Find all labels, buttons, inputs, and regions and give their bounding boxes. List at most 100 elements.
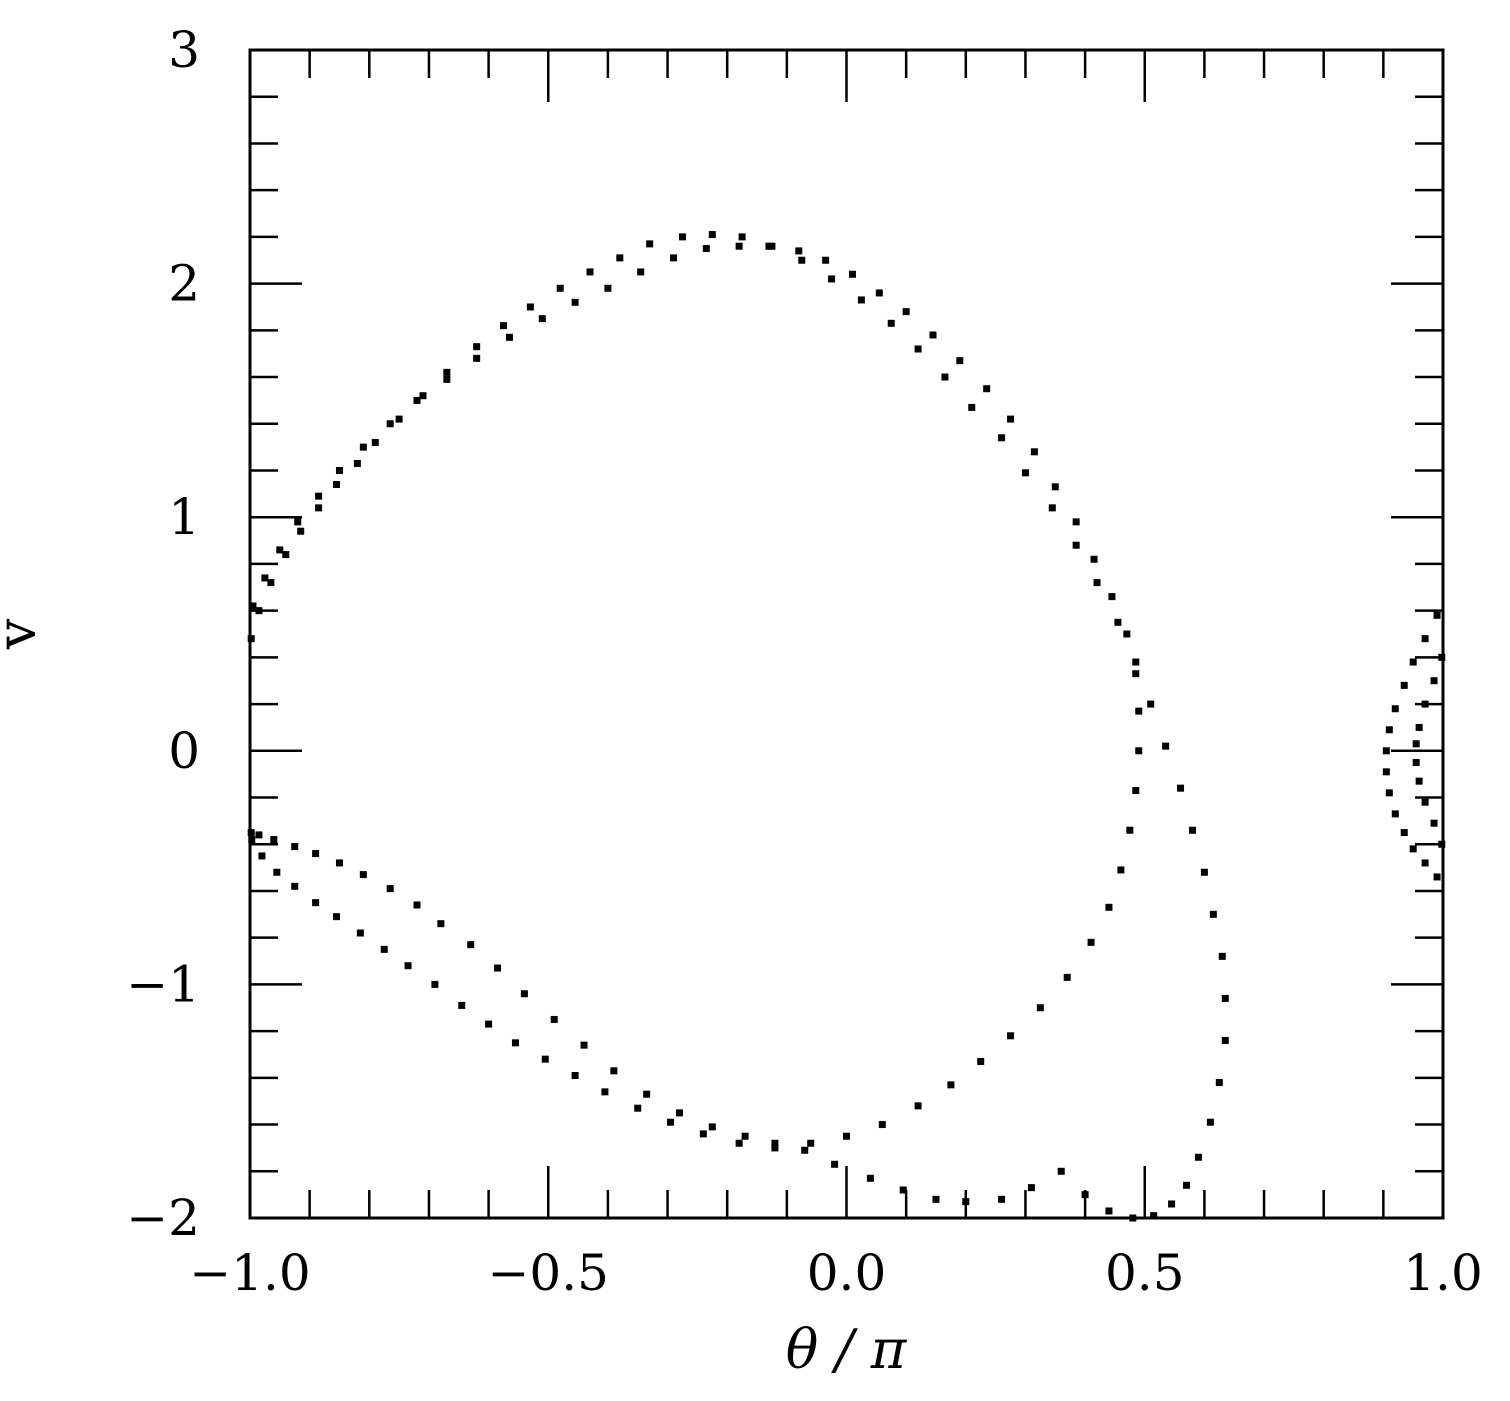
data-point (771, 1144, 779, 1152)
data-point (1036, 1004, 1044, 1012)
data-point (1194, 1153, 1202, 1161)
data-point (1168, 1200, 1176, 1208)
x-axis-title: θ / π (786, 1318, 908, 1381)
data-point (1123, 630, 1131, 638)
data-point (511, 1039, 519, 1047)
data-point (297, 527, 305, 535)
data-point (1409, 845, 1417, 853)
data-point (875, 289, 883, 297)
data-point (556, 284, 564, 292)
data-point (520, 990, 528, 998)
x-tick-label: 0.0 (807, 1244, 887, 1302)
data-point (1072, 518, 1080, 526)
data-point (1382, 747, 1390, 755)
data-point (1147, 700, 1155, 708)
data-point (255, 831, 263, 839)
data-point (494, 964, 502, 972)
data-point (294, 518, 302, 526)
data-point (258, 852, 266, 860)
data-point (249, 602, 257, 610)
data-point (616, 254, 624, 262)
data-point (1150, 1212, 1158, 1220)
data-point (956, 357, 964, 365)
data-point (1132, 658, 1140, 666)
data-point (807, 1139, 815, 1147)
data-point (431, 980, 439, 988)
data-point (929, 331, 937, 339)
data-point (467, 941, 475, 949)
data-point (771, 1139, 779, 1147)
data-point (1421, 635, 1429, 643)
data-point (968, 403, 976, 411)
data-point (276, 546, 284, 554)
data-point (857, 296, 865, 304)
y-tick-labels: −2 −1 0 1 2 3 (126, 21, 200, 1247)
data-point (947, 1081, 955, 1089)
data-point (1021, 469, 1029, 477)
y-tick-label: 3 (168, 21, 200, 79)
data-point (1430, 677, 1438, 685)
data-point (485, 1020, 493, 1028)
data-point (678, 233, 686, 241)
data-point (1132, 670, 1140, 678)
data-point (1412, 740, 1420, 748)
data-point (526, 303, 534, 311)
data-point (828, 275, 836, 283)
data-point (1135, 707, 1143, 715)
data-point (798, 256, 806, 264)
data-point (887, 319, 895, 327)
data-point (1105, 1207, 1113, 1215)
data-point (315, 492, 323, 500)
axis-ticks (248, 48, 1445, 1220)
data-point (473, 343, 481, 351)
data-point (248, 836, 256, 844)
data-point (1093, 579, 1101, 587)
data-point (267, 579, 275, 587)
data-point (1087, 938, 1095, 946)
x-tick-label: 1.0 (1403, 1244, 1483, 1302)
data-point (550, 1015, 558, 1023)
data-point (1108, 593, 1116, 601)
y-tick-label: −1 (126, 955, 200, 1013)
data-point (1221, 1036, 1229, 1044)
data-point (1007, 1032, 1015, 1040)
data-point (1200, 868, 1208, 876)
data-point (1114, 618, 1122, 626)
data-point (1391, 705, 1399, 713)
data-point (1209, 910, 1217, 918)
data-point (866, 1174, 874, 1182)
data-point (843, 1132, 850, 1140)
y-tick-label: 1 (168, 488, 200, 546)
data-point (932, 1195, 940, 1203)
data-point (404, 962, 412, 970)
data-point (291, 882, 299, 890)
data-point (1385, 726, 1393, 734)
data-point (983, 385, 991, 393)
data-point (1162, 742, 1170, 750)
data-point (998, 434, 1006, 442)
data-point (1221, 994, 1229, 1002)
data-point (380, 945, 388, 953)
data-point (1391, 810, 1399, 818)
data-point (1132, 787, 1140, 795)
data-point (1421, 798, 1429, 806)
data-point (1030, 448, 1038, 456)
x-tick-label: 0.5 (1105, 1244, 1185, 1302)
data-point (1063, 973, 1071, 981)
data-point (822, 256, 830, 264)
x-tick-labels: −1.0 −0.5 0.0 0.5 1.0 (189, 1244, 1482, 1302)
data-point (1177, 784, 1185, 792)
data-point (386, 420, 394, 428)
data-point (580, 1041, 588, 1049)
data-point (1433, 873, 1441, 881)
data-point (371, 438, 379, 446)
data-point (1105, 903, 1113, 911)
data-point (741, 1132, 749, 1140)
data-point (443, 368, 451, 376)
data-point (667, 1118, 675, 1126)
data-point (604, 284, 612, 292)
data-point (1415, 777, 1423, 785)
data-point (458, 1001, 466, 1009)
data-point (335, 466, 343, 474)
data-point (998, 1195, 1006, 1203)
